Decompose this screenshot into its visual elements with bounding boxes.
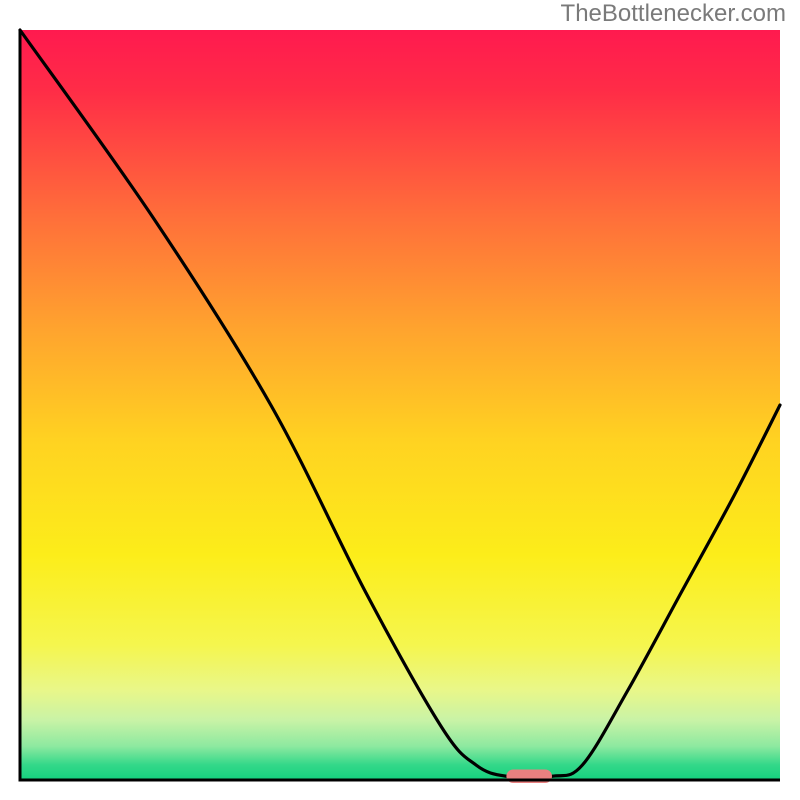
chart-background	[20, 30, 780, 780]
watermark-text: TheBottlenecker.com	[561, 0, 786, 28]
bottleneck-chart	[0, 0, 800, 800]
chart-container: { "watermark": { "text": "TheBottlenecke…	[0, 0, 800, 800]
